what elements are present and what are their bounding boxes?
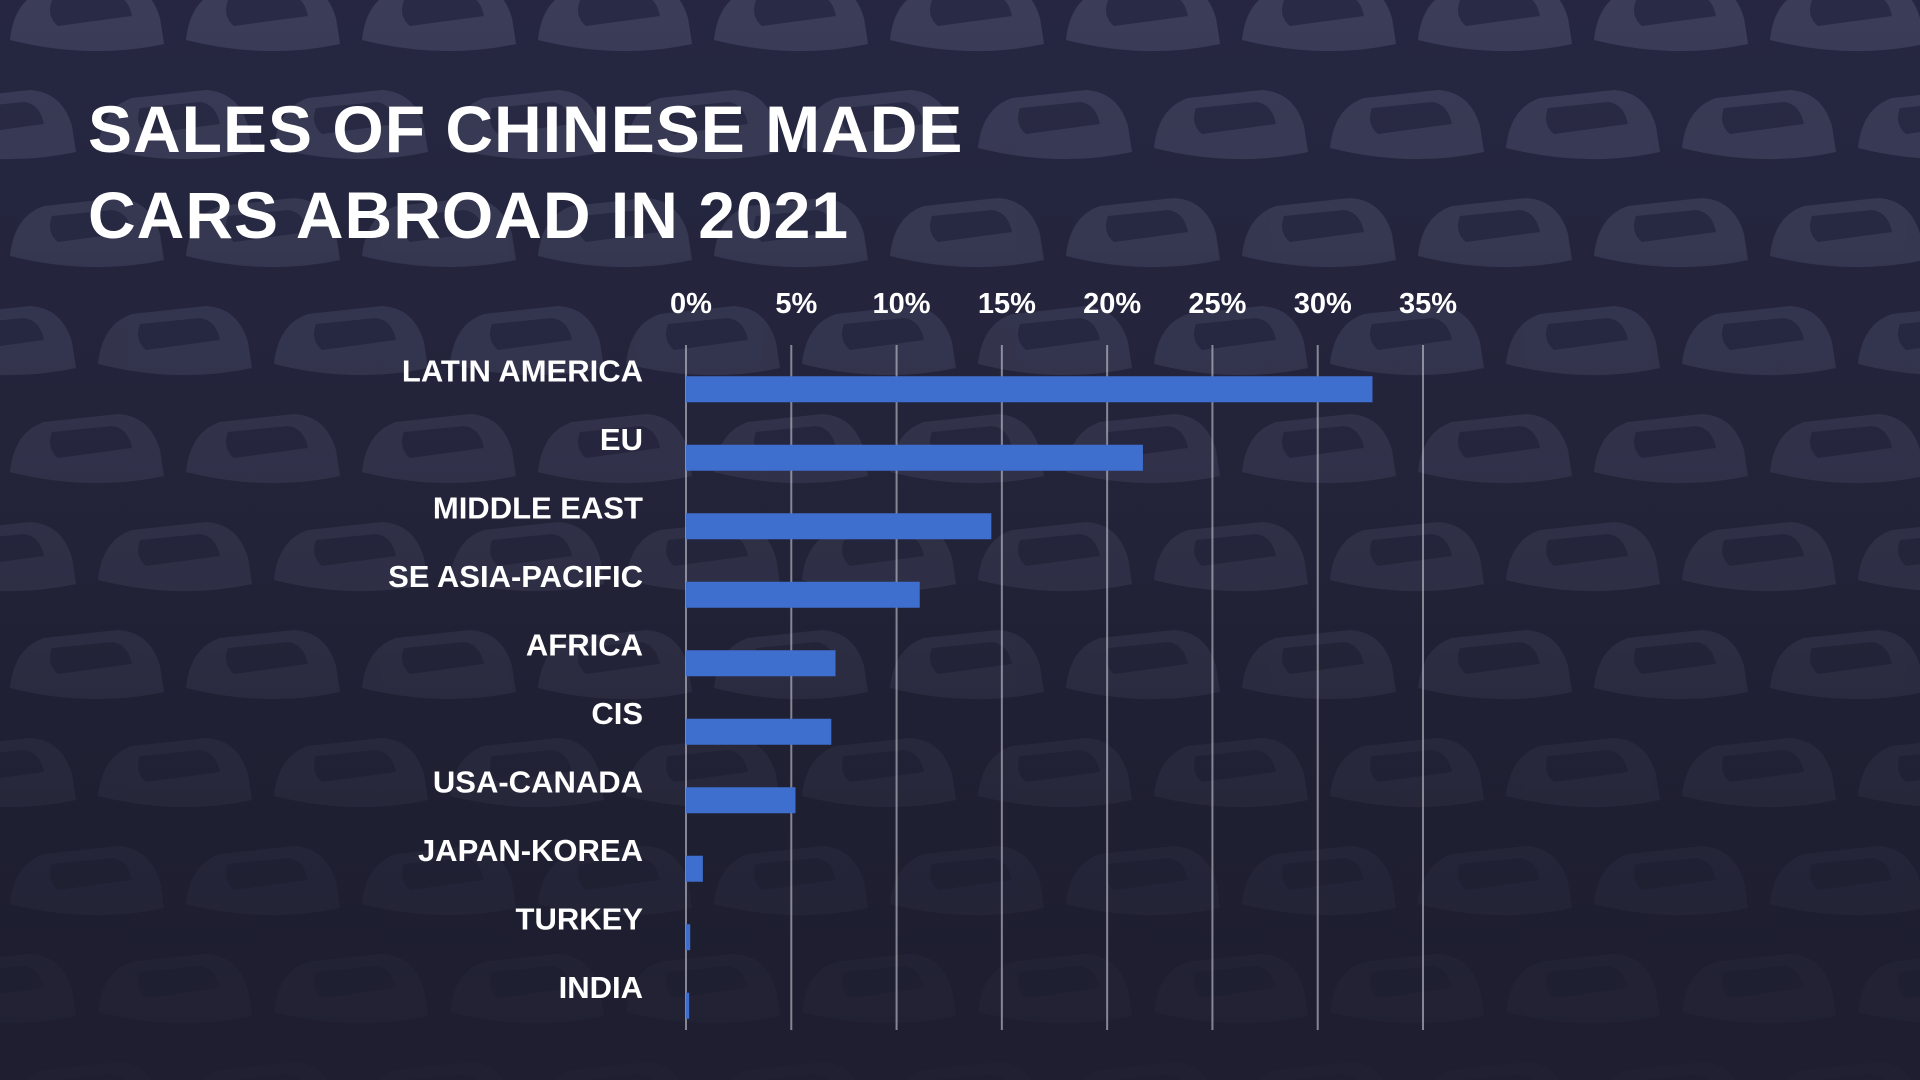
chart-title: SALES OF CHINESE MADE CARS ABROAD IN 202…	[88, 86, 1188, 258]
bar	[686, 924, 691, 951]
category-label: SE ASIA-PACIFIC	[388, 559, 643, 594]
bar	[686, 444, 1143, 471]
x-tick-label: 25%	[1188, 288, 1246, 320]
x-tick-label: 0%	[670, 288, 712, 320]
bar	[686, 787, 796, 814]
x-tick-label: 5%	[775, 288, 817, 320]
x-tick-label: 35%	[1399, 288, 1457, 320]
bar	[686, 581, 920, 608]
category-label: MIDDLE EAST	[433, 490, 643, 525]
category-label: AFRICA	[526, 627, 643, 662]
bar	[686, 650, 836, 677]
chart-title-line-2: CARS ABROAD IN 2021	[88, 178, 850, 252]
bar	[686, 718, 832, 745]
bar	[686, 855, 703, 882]
category-label: JAPAN-KOREA	[418, 833, 643, 868]
category-label: INDIA	[559, 970, 643, 1005]
category-label: LATIN AMERICA	[402, 353, 643, 388]
x-tick-label: 10%	[873, 288, 931, 320]
x-tick-label: 30%	[1294, 288, 1352, 320]
bar	[686, 992, 690, 1019]
bar	[686, 376, 1373, 403]
bar	[686, 513, 992, 540]
category-label: EU	[600, 422, 643, 457]
x-tick-label: 20%	[1083, 288, 1141, 320]
category-label: CIS	[591, 696, 643, 731]
category-label: TURKEY	[516, 901, 644, 936]
x-tick-label: 15%	[978, 288, 1036, 320]
chart-title-line-1: SALES OF CHINESE MADE	[88, 92, 964, 166]
category-label: USA-CANADA	[433, 764, 643, 799]
